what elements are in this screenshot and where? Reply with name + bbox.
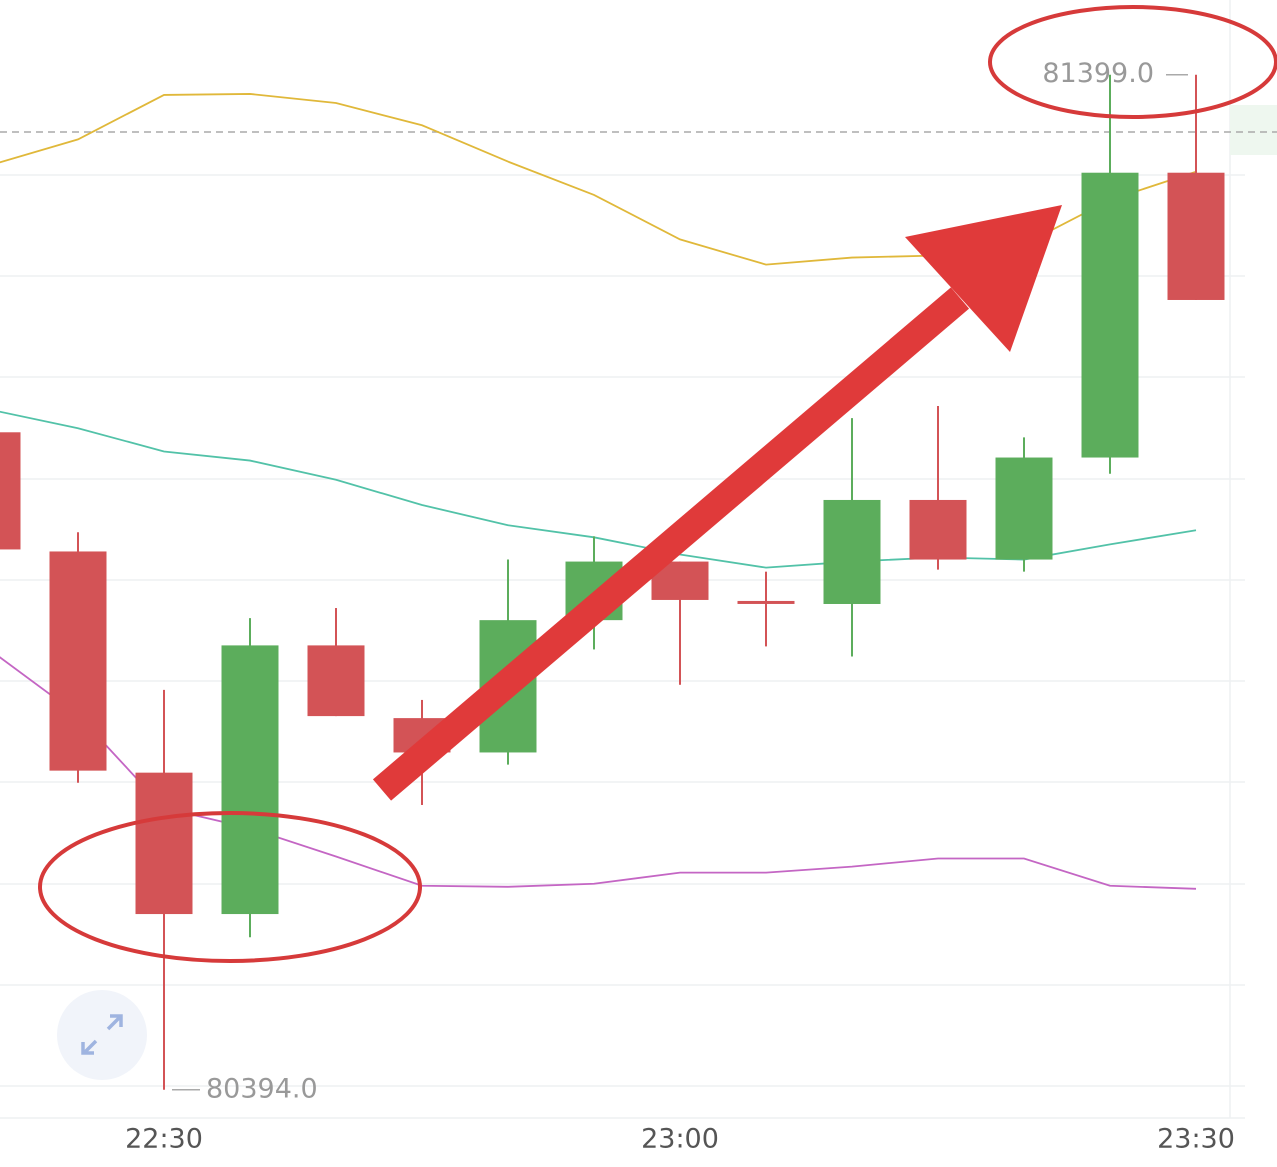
expand-button[interactable]	[57, 990, 147, 1080]
highlight-ellipse	[988, 5, 1277, 119]
arrow-shaft	[372, 287, 970, 801]
candle-body	[995, 457, 1053, 560]
candle-body	[909, 499, 967, 560]
annotation-overlay	[38, 5, 1277, 963]
candle-body	[49, 551, 107, 771]
plot	[0, 74, 1225, 1090]
highlight-ellipse	[38, 811, 422, 963]
candle-body	[221, 645, 279, 915]
candle-body	[737, 600, 795, 604]
grid	[0, 0, 1245, 1119]
candle-body	[0, 432, 21, 550]
extreme-label: 80394.0	[206, 1073, 318, 1104]
x-tick-label: 23:30	[1157, 1124, 1235, 1155]
x-tick-label: 22:30	[125, 1124, 203, 1155]
price-tag	[1230, 105, 1277, 155]
x-tick-label: 23:00	[641, 1124, 719, 1155]
extreme-label: 81399.0	[1042, 58, 1154, 89]
candle-body	[1167, 172, 1225, 300]
candle-body	[823, 499, 881, 604]
arrow-head	[905, 205, 1062, 352]
candle-body	[1081, 172, 1139, 458]
candle-body	[307, 645, 365, 717]
candle-body	[135, 772, 193, 915]
